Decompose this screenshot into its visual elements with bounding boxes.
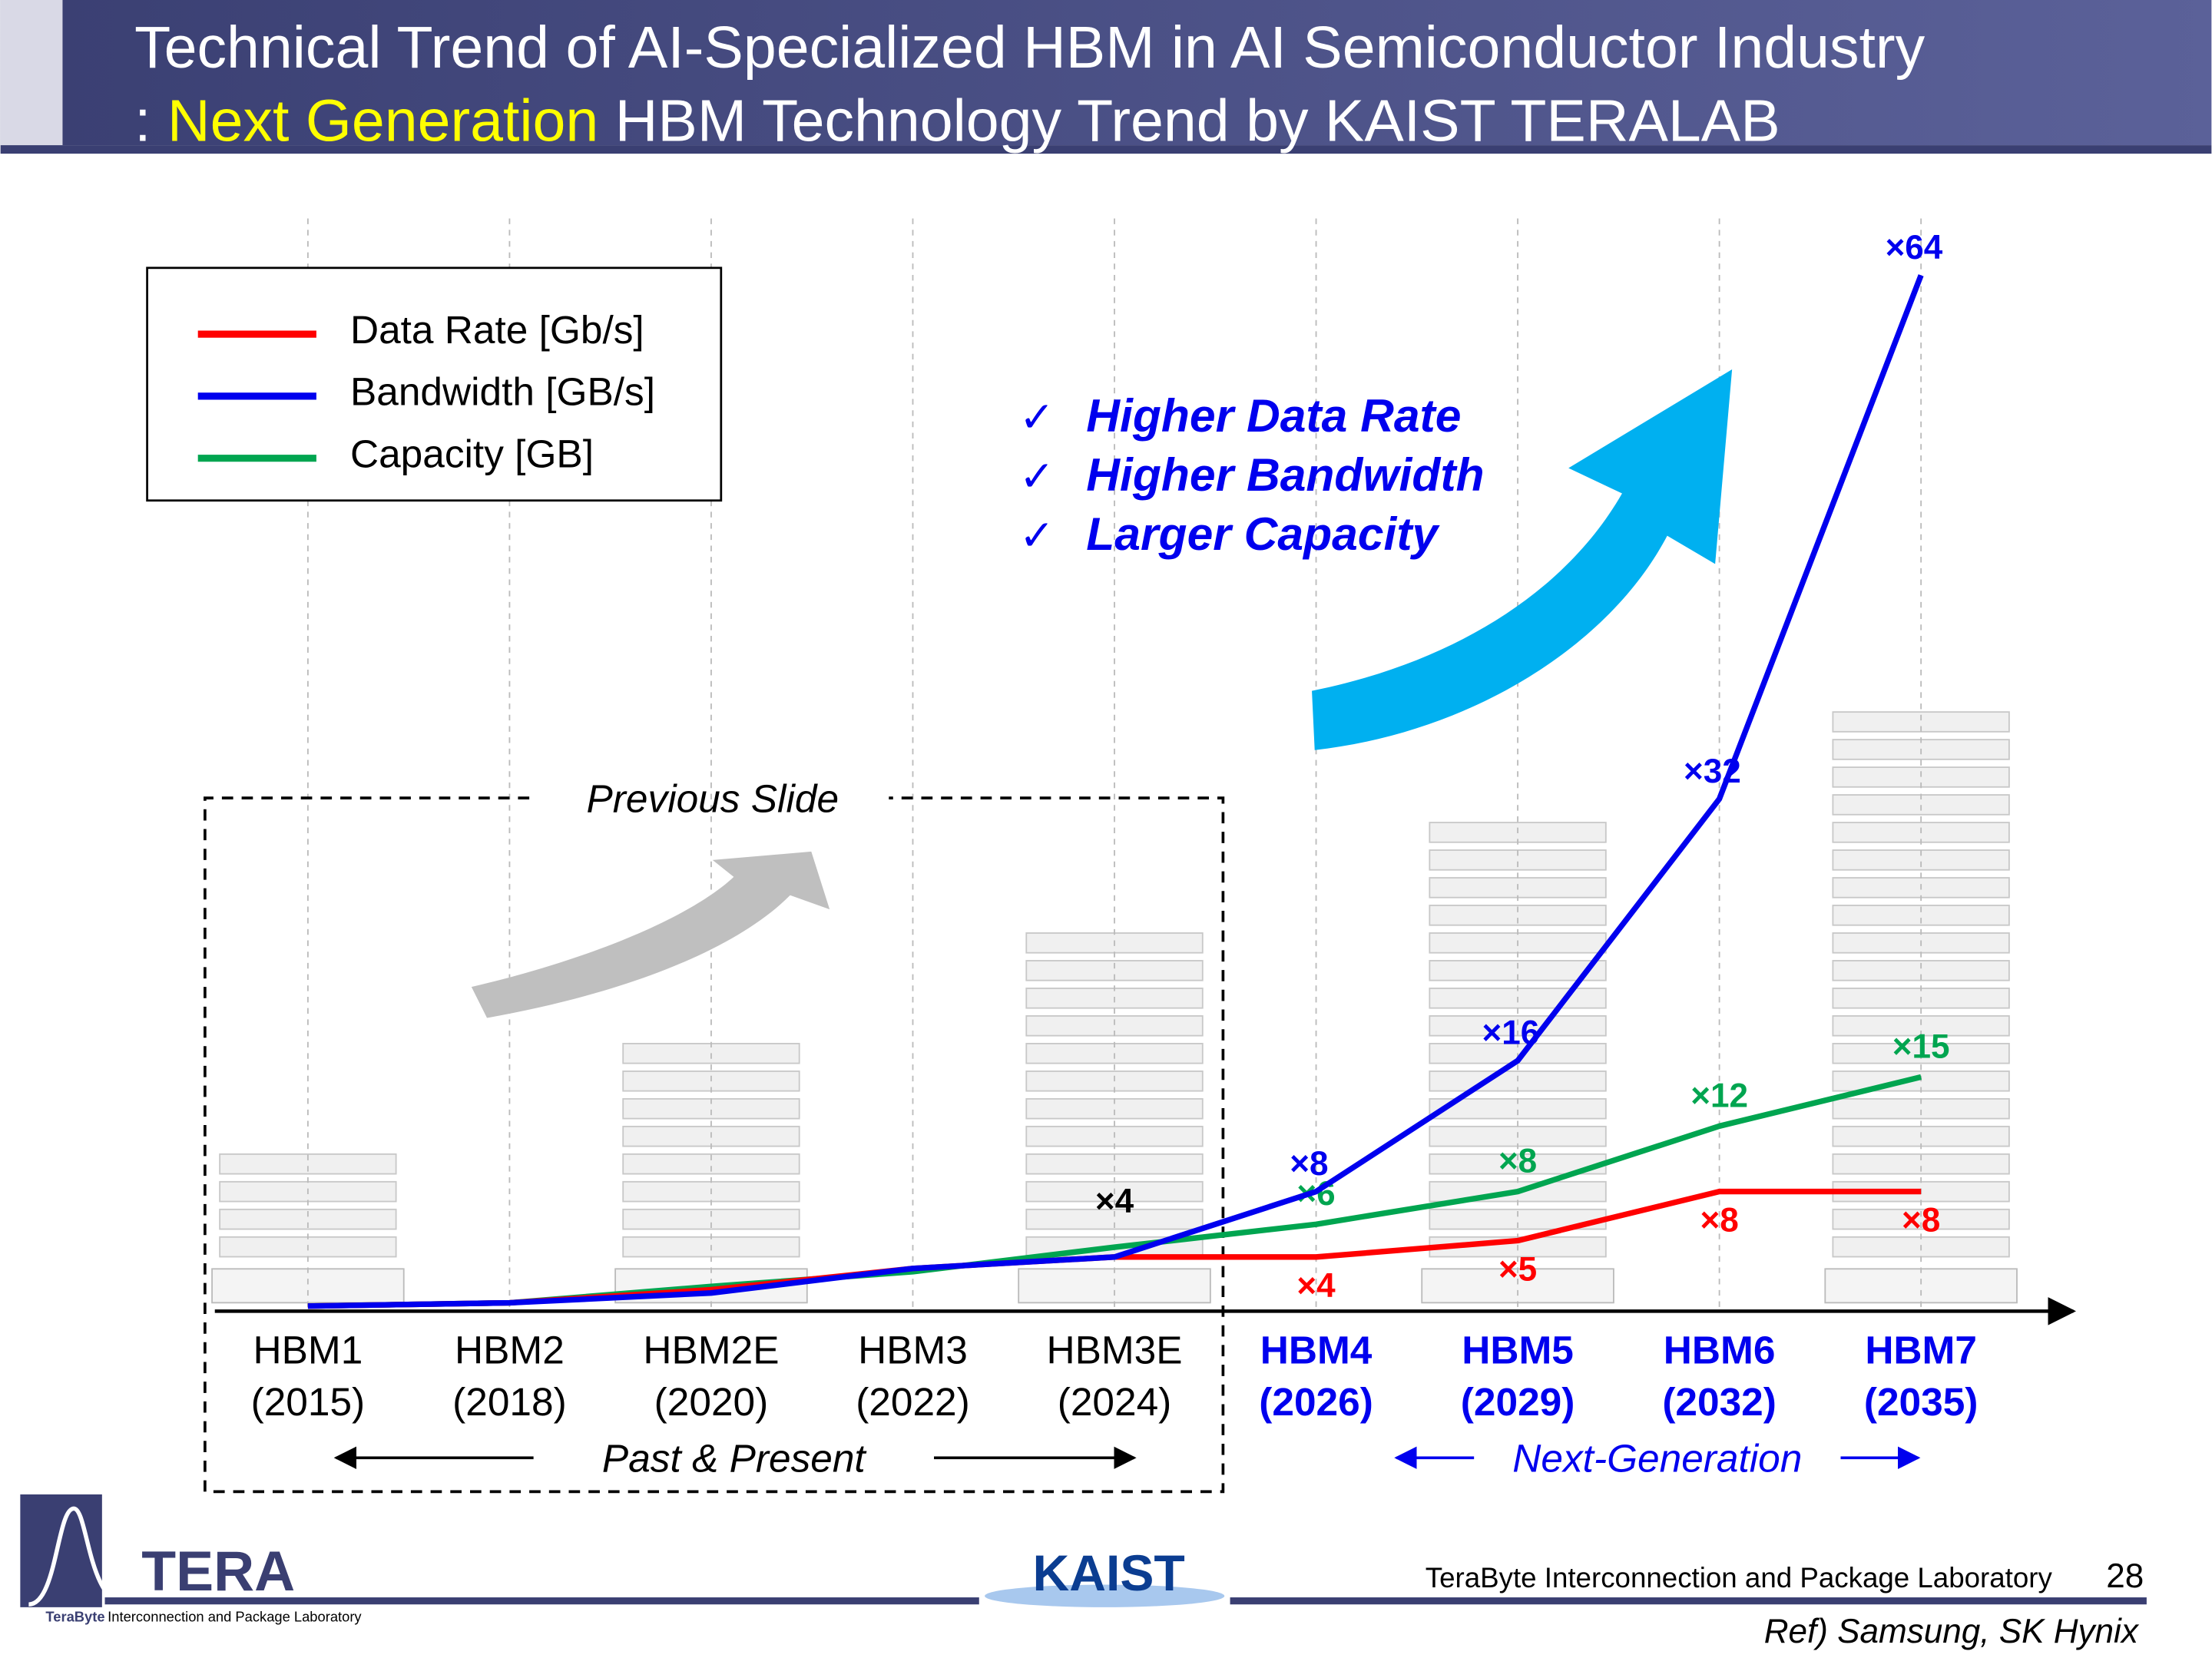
page-number: 28 bbox=[2106, 1557, 2144, 1595]
legend-label: Bandwidth [GB/s] bbox=[350, 369, 655, 414]
previous-slide: Previous Slide bbox=[587, 776, 839, 820]
header-bar bbox=[0, 0, 2212, 146]
value-label: ×8 bbox=[1290, 1145, 1328, 1183]
next-generation: Next-Generation bbox=[1512, 1436, 1802, 1481]
x-tick-year: (2026) bbox=[1259, 1379, 1373, 1424]
subtitle-prefix: : bbox=[134, 88, 167, 154]
footer-line-right bbox=[1230, 1597, 2147, 1605]
x-tick-label: HBM6 bbox=[1664, 1327, 1776, 1372]
stack-base bbox=[211, 1268, 405, 1304]
x-tick-year: (2022) bbox=[856, 1379, 970, 1424]
logo-text: TERA bbox=[141, 1540, 295, 1603]
title: Technical Trend of AI-Specialized HBM in… bbox=[134, 15, 1926, 81]
logo-curve bbox=[28, 1506, 128, 1607]
x-tick-label: HBM1 bbox=[253, 1327, 363, 1372]
logo-small2: Interconnection and Package Laboratory bbox=[108, 1608, 362, 1624]
x-tick-label: HBM4 bbox=[1260, 1327, 1373, 1372]
legend-label: Data Rate [Gb/s] bbox=[350, 307, 644, 352]
x-tick-year: (2020) bbox=[654, 1379, 769, 1424]
x-tick-year: (2018) bbox=[452, 1379, 567, 1424]
legend-label: Capacity [GB] bbox=[350, 431, 594, 475]
x-tick-year: (2032) bbox=[1662, 1379, 1777, 1424]
stack-base bbox=[1018, 1268, 1211, 1304]
footer-line-left bbox=[104, 1597, 979, 1605]
subtitle: : Next Generation HBM Technology Trend b… bbox=[134, 88, 1780, 154]
kaist-swoosh bbox=[985, 1584, 1225, 1607]
stack-layer bbox=[1832, 1097, 2010, 1120]
value-label: ×16 bbox=[1482, 1014, 1540, 1052]
x-tick-label: HBM2E bbox=[643, 1327, 779, 1372]
value-label: ×8 bbox=[1902, 1202, 1940, 1239]
check-mark: ✓ bbox=[1019, 452, 1055, 500]
value-label: ×8 bbox=[1498, 1143, 1537, 1180]
reference: Ref) Samsung, SK Hynix bbox=[1764, 1613, 2140, 1650]
value-label: ×64 bbox=[1886, 229, 1943, 266]
check-item: Higher Data Rate bbox=[1086, 389, 1461, 442]
decorations bbox=[211, 218, 2018, 1309]
value-label: ×12 bbox=[1690, 1077, 1748, 1114]
value-label: ×15 bbox=[1892, 1028, 1950, 1065]
x-tick-label: HBM3E bbox=[1046, 1327, 1182, 1372]
check-item: Larger Capacity bbox=[1086, 508, 1440, 560]
stack-layer bbox=[1429, 1015, 1607, 1037]
x-tick-year: (2024) bbox=[1058, 1379, 1172, 1424]
stack-base bbox=[1421, 1268, 1614, 1304]
x-tick-label: HBM5 bbox=[1462, 1327, 1574, 1372]
annotation: ×4 bbox=[1095, 1183, 1134, 1220]
subtitle-highlight: Next Generation bbox=[167, 88, 598, 154]
check-mark: ✓ bbox=[1019, 393, 1055, 441]
x-tick-year: (2035) bbox=[1864, 1379, 1979, 1424]
header-line bbox=[0, 145, 2212, 154]
x-tick-year: (2029) bbox=[1461, 1379, 1575, 1424]
x-tick-year: (2015) bbox=[251, 1379, 366, 1424]
x-tick-label: HBM3 bbox=[858, 1327, 968, 1372]
stack-layer bbox=[1832, 988, 2010, 1009]
stack-base bbox=[1824, 1268, 2018, 1304]
value-label: ×5 bbox=[1498, 1251, 1537, 1289]
big-arrow bbox=[1312, 369, 1733, 750]
x-tick-label: HBM7 bbox=[1865, 1327, 1977, 1372]
value-label: ×4 bbox=[1296, 1267, 1336, 1305]
header-accent bbox=[0, 0, 63, 146]
previous-box bbox=[204, 796, 1225, 1494]
subtitle-rest: HBM Technology Trend by KAIST TERALAB bbox=[598, 88, 1780, 154]
check-mark: ✓ bbox=[1019, 511, 1055, 559]
series-line bbox=[307, 274, 1924, 1309]
value-label: ×32 bbox=[1684, 753, 1741, 790]
check-item: Higher Bandwidth bbox=[1086, 448, 1484, 501]
lab-name: TeraByte Interconnection and Package Lab… bbox=[1426, 1562, 2053, 1593]
past-present: Past & Present bbox=[602, 1436, 867, 1481]
x-tick-label: HBM2 bbox=[455, 1327, 565, 1372]
value-label: ×8 bbox=[1700, 1202, 1738, 1239]
logo-small1: TeraByte bbox=[45, 1608, 104, 1624]
kaist-logo: KAIST bbox=[1033, 1545, 1185, 1602]
gray-arrow bbox=[471, 851, 830, 1018]
